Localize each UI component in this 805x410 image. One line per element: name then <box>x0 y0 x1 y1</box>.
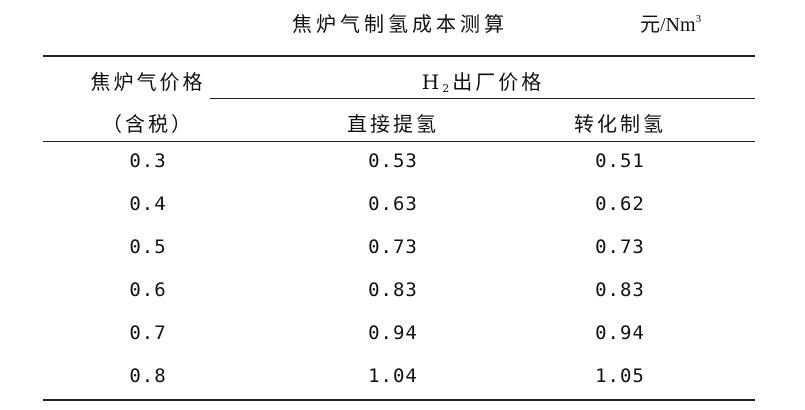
cell-conversion: 0.51 <box>595 150 645 172</box>
cell-direct-extraction: 0.53 <box>368 150 418 172</box>
cell-direct-extraction: 0.83 <box>368 279 418 301</box>
cell-conversion: 0.62 <box>595 193 645 215</box>
cell-direct-extraction: 0.94 <box>368 322 418 344</box>
cell-coke-gas-price: 0.5 <box>129 236 167 258</box>
cell-conversion: 1.05 <box>595 365 645 387</box>
header-rule <box>43 141 755 142</box>
cell-coke-gas-price: 0.8 <box>129 365 167 387</box>
unit-label: 元/Nm3 <box>640 8 701 37</box>
h2-prefix: H <box>421 70 443 94</box>
cell-conversion: 0.73 <box>595 236 645 258</box>
header-h2-price: H2出厂价格 <box>422 66 544 95</box>
top-rule <box>43 55 755 57</box>
cell-direct-extraction: 0.63 <box>368 193 418 215</box>
cell-direct-extraction: 1.04 <box>368 365 418 387</box>
h2-suffix: 出厂价格 <box>452 70 545 94</box>
header-conversion: 转化制氢 <box>574 112 666 136</box>
header-direct-extraction: 直接提氢 <box>347 112 439 136</box>
unit-superscript: 3 <box>695 13 702 25</box>
cell-coke-gas-price: 0.6 <box>129 279 167 301</box>
cell-direct-extraction: 0.73 <box>368 236 418 258</box>
unit-base: 元/Nm <box>640 14 696 36</box>
group-rule <box>210 98 755 99</box>
cell-conversion: 0.94 <box>595 322 645 344</box>
header-tax-included: （含税） <box>102 112 194 136</box>
cell-coke-gas-price: 0.3 <box>129 150 167 172</box>
header-coke-gas-price: 焦炉气价格 <box>90 70 206 94</box>
cell-coke-gas-price: 0.4 <box>129 193 167 215</box>
cell-coke-gas-price: 0.7 <box>129 322 167 344</box>
table-title: 焦炉气制氢成本测算 <box>292 12 508 36</box>
h2-subscript: 2 <box>442 82 453 95</box>
cell-conversion: 0.83 <box>595 279 645 301</box>
bottom-rule <box>43 399 755 401</box>
